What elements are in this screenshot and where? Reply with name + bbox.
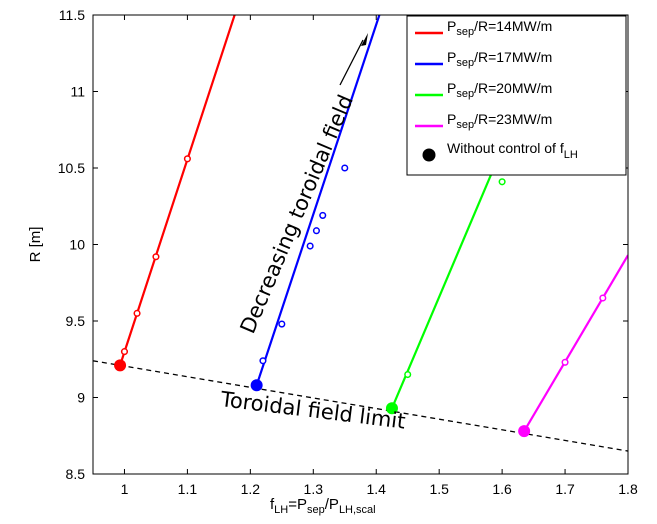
x-tick-label: 1.6 [492,481,512,497]
x-tick-label: 1.5 [429,481,449,497]
arrow-line [339,39,364,86]
series-2-no-control-point [250,379,263,392]
x-tick-label: 1.4 [367,481,387,497]
x-tick-label: 1.1 [178,481,198,497]
y-tick-label: 11.5 [59,7,85,23]
x-tick-label: 1.2 [241,481,261,497]
y-tick-label: 10 [69,237,85,253]
legend: Psep/R=14MW/m Psep/R=17MW/m Psep/R=20MW/m P… [406,15,627,176]
annotations: Decreasing toroidal field Toroidal field… [218,33,407,434]
legend-label-4: Psep/R=23MW/m [447,111,552,131]
series-1-point-3 [152,253,160,261]
y-tick-label: 10.5 [58,160,85,176]
y-tick-label: 9 [77,390,85,406]
series-3-point-1 [404,371,412,379]
series-1-no-control-point [114,359,127,372]
x-tick-label: 1.3 [304,481,324,497]
series-2-point-5 [319,211,327,219]
arrow-head-icon [361,33,368,46]
series-3-no-control-point [385,402,398,415]
legend-label-1: Psep/R=14MW/m [447,18,552,38]
series-2-point-1 [259,357,267,365]
series-4-no-control-point [518,425,531,438]
x-tick-label: 1.8 [618,481,638,497]
series-line-2 [255,15,381,386]
x-tick-label: 1 [121,481,129,497]
toroidal-field-limit-line [93,360,628,452]
x-axis-label: fLH=Psep/PLH,scal [270,496,376,516]
x-tick-label: 1.7 [555,481,575,497]
y-axis-label: R [m] [27,227,44,263]
series-1-point-4 [183,155,191,163]
series-2-point-4 [312,227,320,235]
series-3-point-2 [498,178,506,186]
series-4-point-1 [561,358,569,366]
y-tick-label: 11 [70,84,85,100]
axes: 1 1.1 1.2 1.3 1.4 1.5 1.6 1.7 1.8 8.5 9 9.5 10 10.5 11… [27,7,638,516]
legend-label-3: Psep/R=20MW/m [447,80,552,100]
series-line-1 [119,15,236,366]
series-4-point-2 [599,294,607,302]
y-tick-label: 8.5 [66,466,86,482]
legend-label-2: Psep/R=17MW/m [447,49,552,69]
legend-box [406,15,627,176]
series-1-point-2 [133,309,141,317]
field-limit-annotation: Toroidal field limit [218,387,406,434]
decreasing-field-annotation: Decreasing toroidal field [236,91,358,337]
legend-label-no-control: Without control of fLH [447,140,578,161]
series-2-point-6 [341,164,349,172]
series-line-4 [523,254,628,432]
legend-black-dot-icon [422,148,436,162]
series-1-point-1 [120,348,129,356]
series-2-point-2 [278,320,286,328]
series-2-point-3 [306,242,314,250]
y-tick-label: 9.5 [66,313,86,329]
